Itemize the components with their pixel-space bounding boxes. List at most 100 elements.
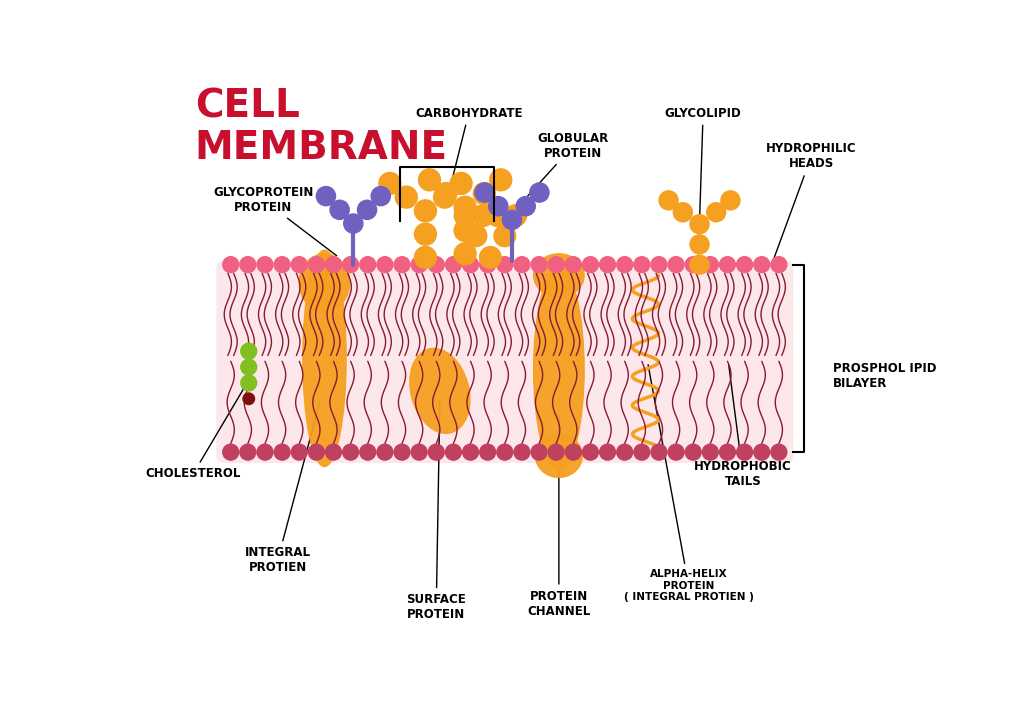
- Circle shape: [633, 256, 650, 273]
- Circle shape: [582, 256, 599, 273]
- Text: CHOLESTEROL: CHOLESTEROL: [145, 382, 248, 480]
- Circle shape: [486, 205, 508, 227]
- Circle shape: [674, 203, 692, 222]
- Circle shape: [599, 256, 616, 273]
- Circle shape: [753, 256, 770, 273]
- Circle shape: [616, 256, 634, 273]
- Ellipse shape: [536, 434, 583, 477]
- Circle shape: [685, 256, 701, 273]
- Circle shape: [411, 256, 428, 273]
- Circle shape: [325, 256, 342, 273]
- Circle shape: [241, 343, 257, 359]
- Circle shape: [479, 256, 497, 273]
- Text: SURFACE
PROTEIN: SURFACE PROTEIN: [407, 401, 466, 621]
- Circle shape: [479, 247, 501, 268]
- Circle shape: [393, 444, 411, 460]
- Circle shape: [462, 444, 479, 460]
- Circle shape: [291, 256, 308, 273]
- Circle shape: [707, 203, 726, 222]
- Circle shape: [415, 246, 436, 269]
- Circle shape: [548, 256, 565, 273]
- Circle shape: [530, 256, 548, 273]
- Circle shape: [291, 444, 308, 460]
- Circle shape: [241, 375, 257, 391]
- Circle shape: [435, 182, 457, 204]
- Circle shape: [668, 444, 685, 460]
- Circle shape: [411, 444, 428, 460]
- Circle shape: [503, 211, 521, 230]
- Circle shape: [395, 186, 417, 208]
- Circle shape: [489, 169, 512, 191]
- Circle shape: [342, 444, 359, 460]
- Text: PROSPHOL IPID
BILAYER: PROSPHOL IPID BILAYER: [807, 359, 936, 390]
- Circle shape: [475, 183, 495, 202]
- Circle shape: [505, 205, 526, 227]
- Circle shape: [359, 256, 377, 273]
- Circle shape: [488, 197, 508, 216]
- Circle shape: [564, 256, 582, 273]
- Circle shape: [240, 256, 256, 273]
- Circle shape: [376, 444, 393, 460]
- Circle shape: [516, 197, 536, 216]
- Circle shape: [256, 256, 273, 273]
- Circle shape: [376, 256, 393, 273]
- Text: CARBOHYDRATE: CARBOHYDRATE: [415, 106, 522, 197]
- Ellipse shape: [299, 254, 350, 311]
- Circle shape: [455, 205, 476, 227]
- Text: GLYCOPROTEIN
PROTEIN: GLYCOPROTEIN PROTEIN: [213, 186, 337, 256]
- Circle shape: [690, 255, 709, 274]
- Circle shape: [243, 393, 255, 405]
- Circle shape: [770, 444, 787, 460]
- Circle shape: [240, 444, 256, 460]
- Circle shape: [434, 186, 456, 208]
- Circle shape: [451, 172, 472, 194]
- Circle shape: [316, 187, 336, 206]
- Circle shape: [650, 444, 668, 460]
- Circle shape: [357, 201, 377, 219]
- Circle shape: [513, 444, 530, 460]
- Circle shape: [455, 219, 476, 242]
- Ellipse shape: [534, 268, 584, 470]
- Circle shape: [582, 444, 599, 460]
- Circle shape: [344, 214, 362, 233]
- Circle shape: [564, 444, 582, 460]
- Text: ALPHA-HELIX
PROTEIN
( INTEGRAL PROTIEN ): ALPHA-HELIX PROTEIN ( INTEGRAL PROTIEN ): [624, 365, 754, 602]
- Circle shape: [342, 256, 359, 273]
- Circle shape: [548, 444, 565, 460]
- Circle shape: [371, 187, 390, 206]
- Circle shape: [753, 444, 770, 460]
- Circle shape: [701, 256, 719, 273]
- Circle shape: [222, 256, 240, 273]
- Circle shape: [415, 223, 436, 245]
- Text: PROTEIN
CHANNEL: PROTEIN CHANNEL: [527, 416, 591, 618]
- Circle shape: [633, 444, 650, 460]
- Circle shape: [330, 201, 349, 219]
- Circle shape: [393, 256, 411, 273]
- Text: HYDROPHILIC
HEADS: HYDROPHILIC HEADS: [766, 143, 857, 262]
- Circle shape: [513, 256, 530, 273]
- Circle shape: [444, 256, 462, 273]
- Circle shape: [308, 444, 325, 460]
- Circle shape: [465, 225, 486, 247]
- Circle shape: [530, 444, 548, 460]
- Circle shape: [701, 444, 719, 460]
- FancyBboxPatch shape: [216, 261, 794, 463]
- Text: INTEGRAL
PROTIEN: INTEGRAL PROTIEN: [245, 401, 321, 574]
- Text: HYDROPHOBIC
TAILS: HYDROPHOBIC TAILS: [694, 365, 792, 488]
- Circle shape: [325, 444, 342, 460]
- Circle shape: [308, 256, 325, 273]
- Circle shape: [721, 191, 740, 210]
- Circle shape: [770, 256, 787, 273]
- Circle shape: [659, 191, 678, 210]
- Circle shape: [359, 444, 377, 460]
- Circle shape: [494, 225, 516, 247]
- Circle shape: [222, 444, 240, 460]
- Circle shape: [462, 256, 479, 273]
- Circle shape: [428, 256, 444, 273]
- Circle shape: [650, 256, 668, 273]
- Circle shape: [473, 182, 496, 204]
- Circle shape: [273, 444, 291, 460]
- Circle shape: [719, 256, 736, 273]
- Circle shape: [599, 444, 616, 460]
- Circle shape: [273, 256, 291, 273]
